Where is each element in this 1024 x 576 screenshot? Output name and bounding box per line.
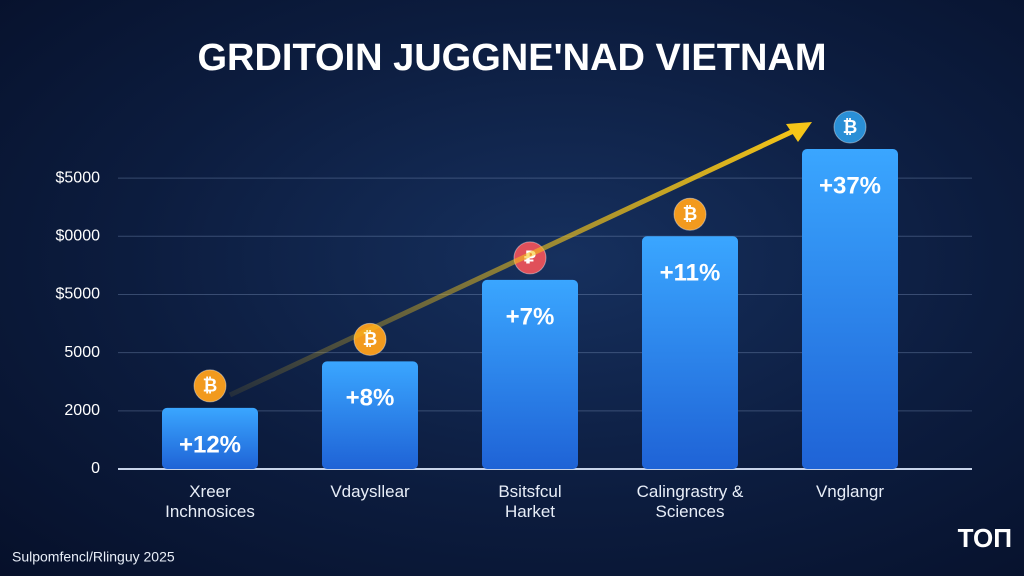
bar-annotation: +37% (819, 172, 881, 199)
bar (322, 361, 418, 469)
bar (802, 149, 898, 469)
y-tick-label: 2000 (64, 402, 100, 419)
bar-annotation: +11% (660, 260, 721, 287)
coin-icon (193, 369, 227, 403)
bar (482, 279, 578, 469)
footer: Sulpomfencl/Rlinguy 2025 (12, 549, 175, 565)
y-tick-label: 5000 (64, 344, 100, 361)
bar-annotation: +7% (506, 303, 555, 330)
trend-arrow-head (786, 122, 812, 142)
y-tick-label: $0000 (56, 227, 101, 244)
x-tick-label: Vdaysllear (330, 482, 410, 501)
x-tick-label: Xreer Inchnosices (165, 482, 255, 521)
y-tick-label: $5000 (56, 169, 101, 186)
bar (162, 407, 258, 469)
x-tick-label: Vnglangr (815, 482, 885, 501)
bar-annotation: +8% (346, 385, 395, 412)
coin-symbol: ₿ (203, 376, 218, 396)
y-tick-label: 0 (91, 460, 100, 477)
chart-title: GRDITOIN JUGGNE'NAD VIETNAM (197, 37, 826, 79)
logo: TOΠ (958, 523, 1012, 553)
y-tick-label: $5000 (56, 286, 101, 303)
bar-annotation: +12% (179, 431, 241, 458)
bar (642, 236, 738, 469)
coin-icon (673, 197, 707, 231)
coin-icon (833, 110, 867, 144)
coin-symbol: ₿ (683, 204, 698, 224)
trend-arrow (228, 125, 802, 398)
coin-symbol: ₿ (843, 117, 858, 137)
coin-symbol: ₿ (363, 329, 378, 349)
x-tick-label: Bsitsfcul Harket (498, 482, 562, 521)
x-tick-label: Calingrastry & Sciences (636, 482, 744, 521)
